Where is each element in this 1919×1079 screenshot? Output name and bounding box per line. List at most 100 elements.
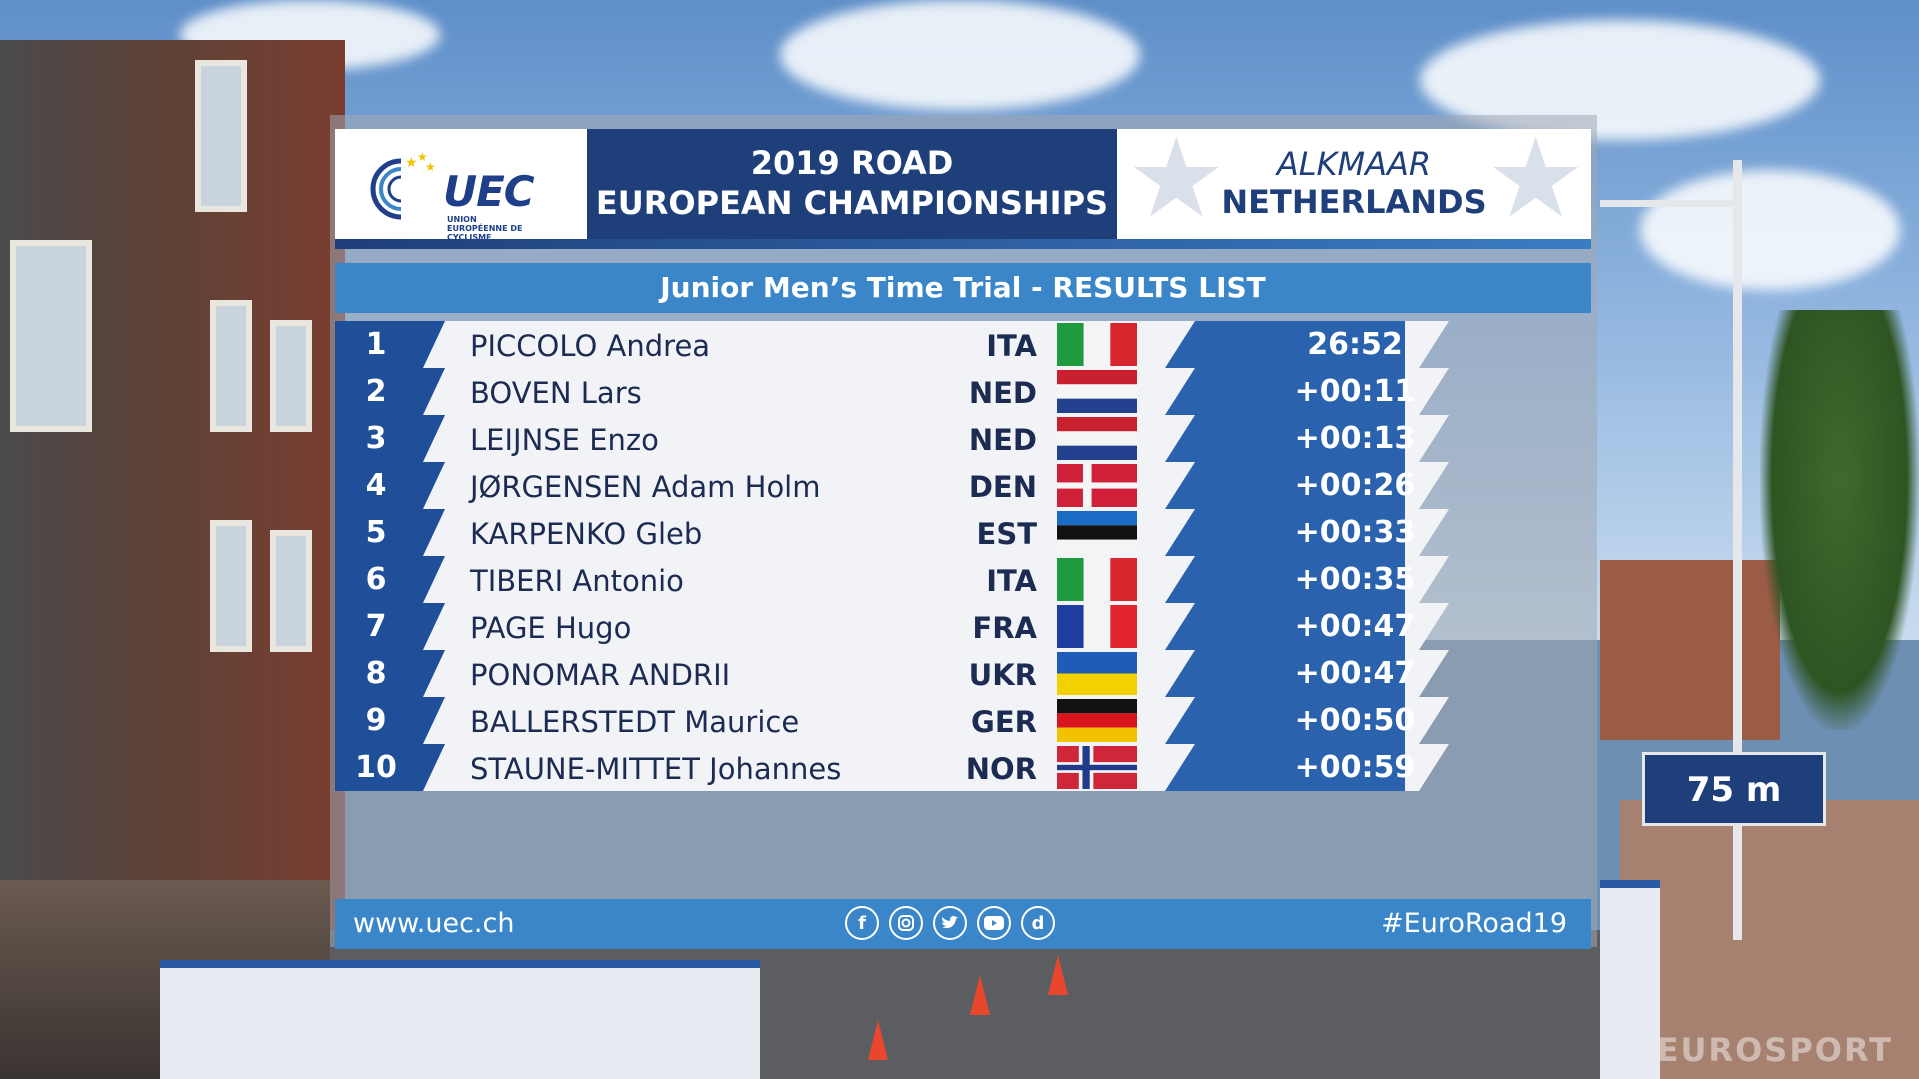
dailymotion-icon: d [1021,906,1055,940]
nationality-code: FRA [972,611,1037,645]
row-position-background [335,462,445,509]
rider-name: PAGE Hugo [470,611,632,645]
uec-rings-icon: ★ ★ ★ [370,151,437,221]
row-time-background [1165,556,1405,603]
rider-name: STAUNE-MITTET Johannes [470,752,842,786]
flag-france-icon [1057,605,1137,648]
row-position-background [335,368,445,415]
rank: 9 [365,703,387,738]
flag-denmark-icon [1057,464,1137,507]
finish-time: +00:50 [1294,703,1416,738]
rank: 2 [365,374,387,409]
finish-time: +00:11 [1294,374,1416,409]
row-position-background [335,321,445,368]
row-time-background [1165,509,1405,556]
window [10,240,92,432]
result-row: 3 LEIJNSE Enzo NED +00:13 [335,415,1591,462]
flag-estonia-icon [1057,511,1137,554]
youtube-icon [977,906,1011,940]
finish-time: +00:26 [1294,468,1416,503]
twitter-icon [933,906,967,940]
trees [1760,310,1919,730]
event-hashtag: #EuroRoad19 [1381,908,1567,939]
star-icon: ★ [1486,129,1585,239]
row-time-background [1165,321,1405,368]
distance-sign: 75 m [1642,752,1826,826]
result-row: 7 PAGE Hugo FRA +00:47 [335,603,1591,650]
window [270,320,312,432]
uec-logo: ★ ★ ★ UEC UNION EUROPÉENNE DE CYCLISME [335,129,587,242]
finish-time: +00:47 [1294,609,1416,644]
facebook-icon: f [845,906,879,940]
result-row: 5 KARPENKO Gleb EST +00:33 [335,509,1591,556]
results-board: ★ ★ ★ UEC UNION EUROPÉENNE DE CYCLISME 2… [330,115,1597,949]
rank: 3 [365,421,387,456]
nationality-code: ITA [986,564,1037,598]
nationality-code: UKR [968,658,1037,692]
rank: 10 [355,750,397,785]
row-time-background [1165,415,1405,462]
rider-name: BOVEN Lars [470,376,642,410]
flag-italy-icon [1057,558,1137,601]
rider-name: TIBERI Antonio [470,564,684,598]
board-header: ★ ★ ★ UEC UNION EUROPÉENNE DE CYCLISME 2… [335,129,1591,249]
row-position-background [335,603,445,650]
row-position-background [335,415,445,462]
flag-italy-icon [1057,323,1137,366]
rank: 8 [365,656,387,691]
row-position-background [335,744,445,791]
nationality-code: NED [968,423,1037,457]
row-position-background [335,509,445,556]
cloud [1640,170,1900,290]
finish-time: +00:35 [1294,562,1416,597]
result-row: 2 BOVEN Lars NED +00:11 [335,368,1591,415]
row-time-background [1165,368,1405,415]
result-row: 9 BALLERSTEDT Maurice GER +00:50 [335,697,1591,744]
flag-norway-icon [1057,746,1137,789]
rank: 7 [365,609,387,644]
lamp-post [1733,160,1742,940]
finish-time: +00:33 [1294,515,1416,550]
rider-name: KARPENKO Gleb [470,517,703,551]
social-icons: f d [845,906,1055,942]
flag-ukraine-icon [1057,652,1137,695]
row-time-background [1165,744,1405,791]
row-position-background [335,697,445,744]
window [210,300,252,432]
rank: 1 [365,327,387,362]
host-city: ALKMAAR [1276,145,1432,183]
rider-name: PICCOLO Andrea [470,329,711,363]
nationality-code: NOR [965,752,1037,786]
rank: 4 [365,468,387,503]
finish-time: +00:47 [1294,656,1416,691]
rank: 6 [365,562,387,597]
result-row: 6 TIBERI Antonio ITA +00:35 [335,556,1591,603]
header-stripe [335,239,1591,249]
nationality-code: NED [968,376,1037,410]
title-line-1: 2019 ROAD [750,144,954,182]
title-line-2: EUROPEAN CHAMPIONSHIPS [595,184,1109,222]
uec-logo-subtext: UNION EUROPÉENNE DE CYCLISME [447,215,523,242]
host-location: ★ ★ ALKMAAR NETHERLANDS [1117,129,1591,239]
traffic-cone [1048,955,1068,995]
barrier-right [1600,880,1660,1079]
result-row: 8 PONOMAR ANDRII UKR +00:47 [335,650,1591,697]
row-time-background [1165,697,1405,744]
flag-netherlands-icon [1057,417,1137,460]
traffic-cone [970,975,990,1015]
rider-name: BALLERSTEDT Maurice [470,705,800,739]
instagram-icon [889,906,923,940]
row-time-background [1165,650,1405,697]
window [210,520,252,652]
rider-name: PONOMAR ANDRII [470,658,731,692]
row-position-background [335,556,445,603]
nationality-code: DEN [968,470,1037,504]
result-row: 4 JØRGENSEN Adam Holm DEN +00:26 [335,462,1591,509]
championship-title: 2019 ROAD EUROPEAN CHAMPIONSHIPS [587,129,1117,239]
board-footer: www.uec.ch f d #EuroRoad19 [335,899,1591,949]
result-row: 10 STAUNE-MITTET Johannes NOR +00:59 [335,744,1591,791]
window [195,60,247,212]
finish-time: 26:52 [1307,327,1403,362]
broadcaster-watermark: EUROSPORT [1656,1031,1893,1069]
uec-logo-text: UEC [443,167,535,216]
